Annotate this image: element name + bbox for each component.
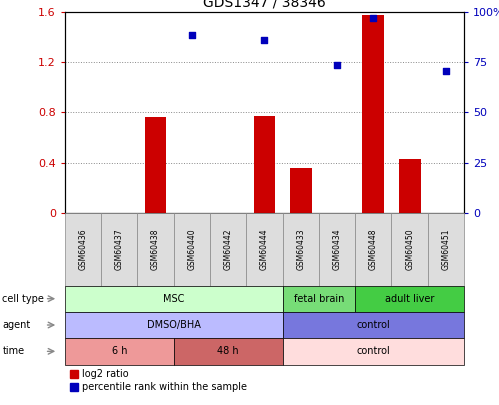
Bar xyxy=(210,213,247,286)
Text: DMSO/BHA: DMSO/BHA xyxy=(147,320,201,330)
Bar xyxy=(319,213,355,286)
Text: GSM60450: GSM60450 xyxy=(405,228,414,270)
Text: fetal brain: fetal brain xyxy=(294,294,344,304)
Text: MSC: MSC xyxy=(163,294,185,304)
Bar xyxy=(101,213,137,286)
Text: GSM60442: GSM60442 xyxy=(224,228,233,270)
Bar xyxy=(355,213,392,286)
Text: GSM60434: GSM60434 xyxy=(332,228,341,270)
Text: control: control xyxy=(356,320,390,330)
Text: GSM60448: GSM60448 xyxy=(369,228,378,270)
Text: GSM60440: GSM60440 xyxy=(188,228,197,270)
Text: 48 h: 48 h xyxy=(218,346,239,356)
Bar xyxy=(145,117,167,213)
Bar xyxy=(282,338,464,365)
Text: adult liver: adult liver xyxy=(385,294,434,304)
Title: GDS1347 / 38346: GDS1347 / 38346 xyxy=(203,0,326,10)
Bar xyxy=(174,338,282,365)
Bar xyxy=(65,312,282,338)
Bar xyxy=(428,213,464,286)
Point xyxy=(442,68,450,74)
Bar xyxy=(282,213,319,286)
Bar xyxy=(392,213,428,286)
Text: agent: agent xyxy=(2,320,31,330)
Point xyxy=(369,15,377,21)
Bar xyxy=(137,213,174,286)
Text: cell type: cell type xyxy=(2,294,44,304)
Bar xyxy=(282,286,355,312)
Legend: log2 ratio, percentile rank within the sample: log2 ratio, percentile rank within the s… xyxy=(70,369,248,392)
Text: GSM60451: GSM60451 xyxy=(442,228,451,270)
Bar xyxy=(362,15,384,213)
Bar xyxy=(247,213,282,286)
Point xyxy=(188,32,196,38)
Point xyxy=(260,36,268,43)
Text: GSM60438: GSM60438 xyxy=(151,228,160,270)
Text: control: control xyxy=(356,346,390,356)
Text: GSM60433: GSM60433 xyxy=(296,228,305,270)
Text: 6 h: 6 h xyxy=(112,346,127,356)
Bar xyxy=(65,213,101,286)
Bar xyxy=(290,168,312,213)
Text: GSM60444: GSM60444 xyxy=(260,228,269,270)
Bar xyxy=(174,213,210,286)
Bar xyxy=(399,159,421,213)
Bar xyxy=(282,312,464,338)
Bar xyxy=(253,116,275,213)
Text: GSM60437: GSM60437 xyxy=(115,228,124,270)
Text: time: time xyxy=(2,346,24,356)
Bar xyxy=(65,286,282,312)
Point xyxy=(333,62,341,68)
Text: GSM60436: GSM60436 xyxy=(78,228,87,270)
Bar xyxy=(355,286,464,312)
Bar xyxy=(65,338,174,365)
